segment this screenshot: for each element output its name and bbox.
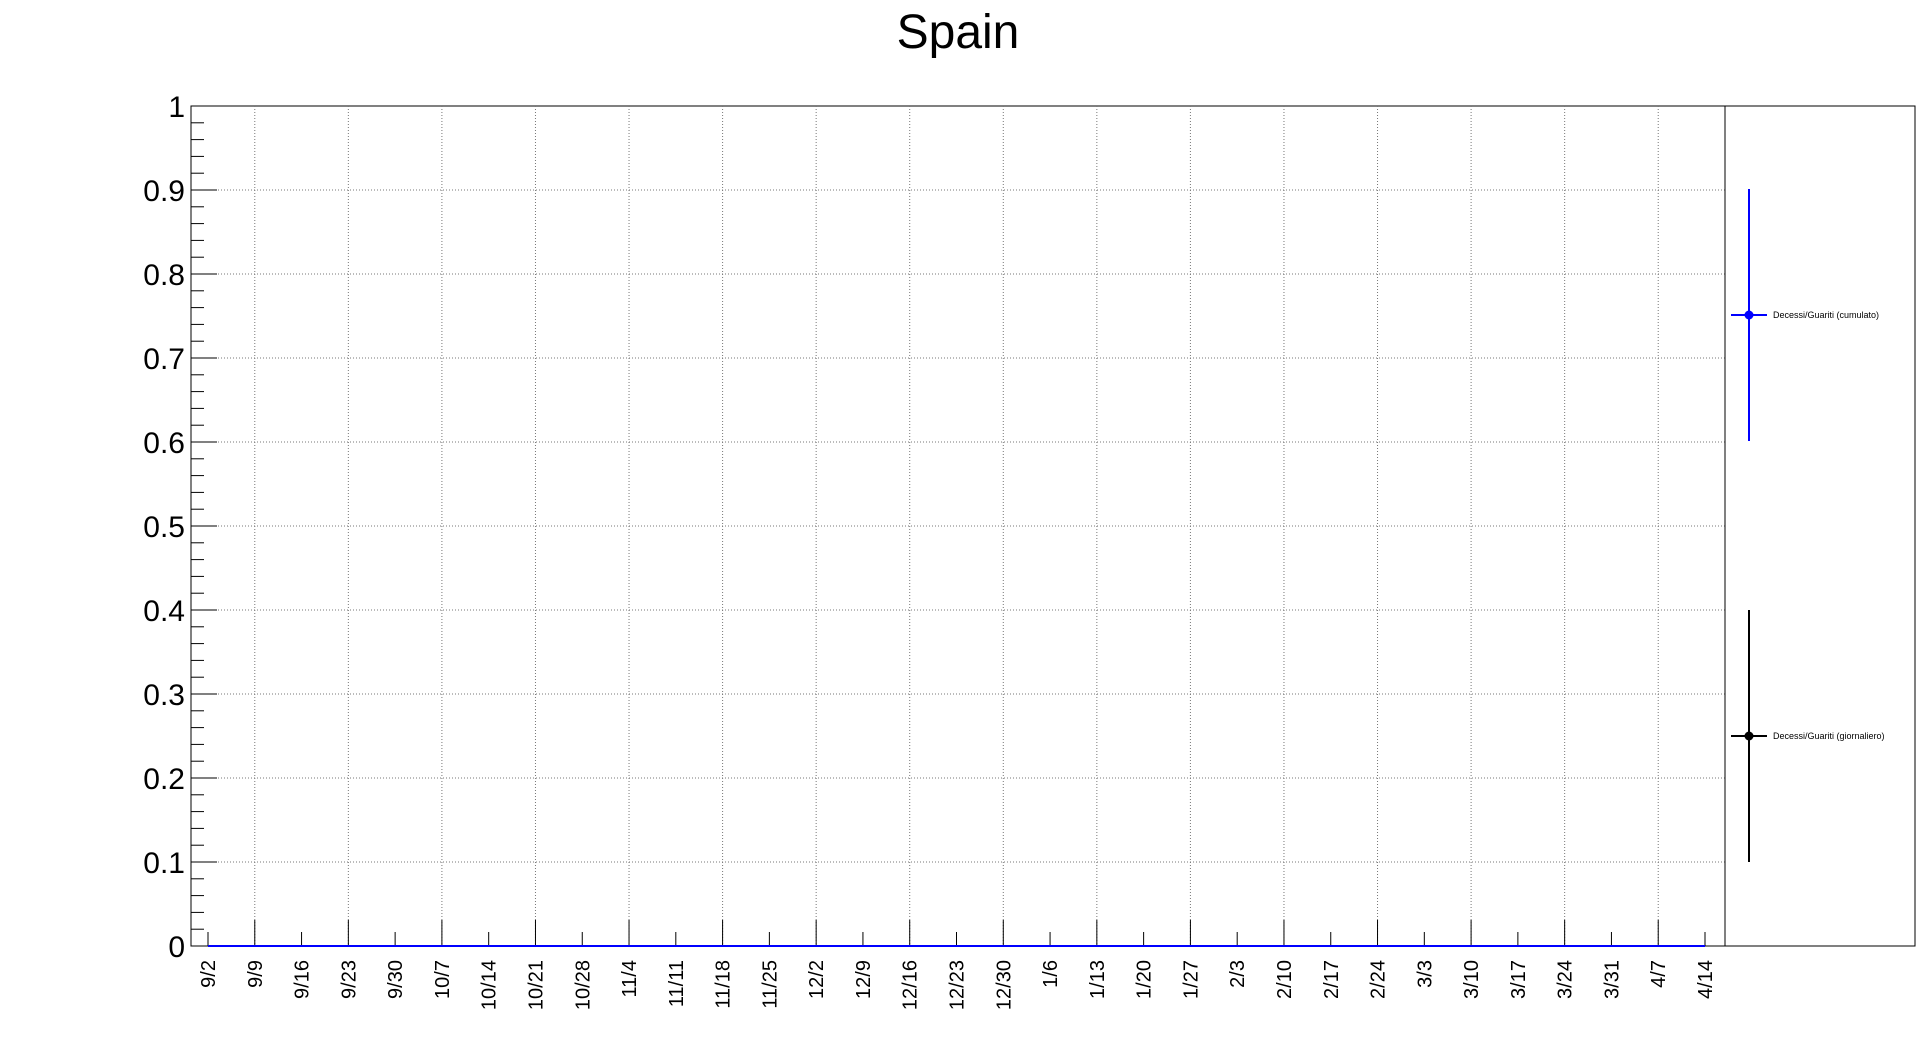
legend: Decessi/Guariti (cumulato) Decessi/Guarit…: [1724, 105, 1916, 947]
legend-entry: Decessi/Guariti (giornaliero): [1731, 610, 1885, 862]
y-tick-label: 0: [168, 931, 185, 964]
x-tick-label: 3/10: [1461, 960, 1483, 999]
x-tick-label: 4/14: [1695, 960, 1717, 999]
x-tick-label: 2/3: [1227, 960, 1249, 988]
y-tick-label: 0.4: [143, 595, 185, 628]
legend-marker: [1744, 731, 1754, 741]
x-tick-label: 1/13: [1087, 960, 1109, 999]
x-tick-label: 2/24: [1368, 960, 1390, 999]
x-tick-label: 3/3: [1414, 960, 1436, 988]
y-tick-label: 1: [168, 91, 185, 124]
x-tick-label: 10/28: [572, 960, 594, 1010]
x-tick-label: 11/25: [759, 960, 781, 1009]
y-tick-label: 0.7: [143, 343, 185, 376]
x-tick-label: 3/24: [1555, 960, 1577, 999]
x-tick-label: 3/31: [1601, 960, 1623, 999]
y-tick-label: 0.6: [143, 427, 185, 460]
legend-box: [1724, 105, 1916, 947]
x-tick-label: 9/16: [292, 960, 314, 999]
y-tick-label: 0.9: [143, 175, 185, 208]
x-tick-label: 12/2: [806, 960, 828, 999]
y-tick-label: 0.8: [143, 259, 185, 292]
x-tick-label: 3/17: [1508, 960, 1530, 999]
x-axis-tick-labels: 9/2 9/9 9/16 9/23 9/30 10/7 10/14 10/21 10/28 11/…: [198, 960, 1717, 1010]
x-tick-label: 10/21: [525, 960, 547, 1010]
x-tick-label: 1/20: [1134, 960, 1156, 999]
x-tick-label: 12/30: [993, 960, 1015, 1010]
x-tick-label: 1/27: [1180, 960, 1202, 999]
y-tick-label: 0.2: [143, 763, 185, 796]
grid-lines: [191, 106, 1725, 946]
x-tick-label: 10/7: [432, 960, 454, 999]
x-tick-label: 11/4: [619, 960, 641, 997]
x-tick-label: 12/9: [853, 960, 875, 999]
chart-title: Spain: [897, 6, 1020, 59]
x-tick-label: 9/9: [245, 960, 267, 988]
y-tick-label: 0.3: [143, 679, 185, 712]
x-tick-label: 10/14: [479, 960, 501, 1010]
x-tick-label: 9/2: [198, 960, 220, 988]
x-tick-label: 1/6: [1040, 960, 1062, 988]
x-tick-label: 11/11: [666, 960, 688, 1007]
y-axis-tick-labels: 0 0.1 0.2 0.3 0.4 0.5 0.6 0.7 0.8 0.9 1: [143, 91, 185, 964]
x-tick-label: 9/23: [338, 960, 360, 999]
x-tick-label: 2/10: [1274, 960, 1296, 999]
legend-marker: [1744, 310, 1754, 320]
y-tick-label: 0.1: [143, 847, 185, 880]
legend-label: Decessi/Guariti (giornaliero): [1773, 731, 1885, 741]
legend-entry: Decessi/Guariti (cumulato): [1731, 189, 1879, 441]
x-tick-label: 11/18: [713, 960, 735, 1009]
x-tick-label: 4/7: [1648, 960, 1670, 988]
x-tick-label: 2/17: [1321, 960, 1343, 999]
plot-frame: [190, 105, 1726, 947]
y-tick-label: 0.5: [143, 511, 185, 544]
x-tick-label: 12/23: [947, 960, 969, 1010]
x-tick-label: 9/30: [385, 960, 407, 999]
x-tick-label: 12/16: [900, 960, 922, 1010]
legend-label: Decessi/Guariti (cumulato): [1773, 310, 1879, 320]
